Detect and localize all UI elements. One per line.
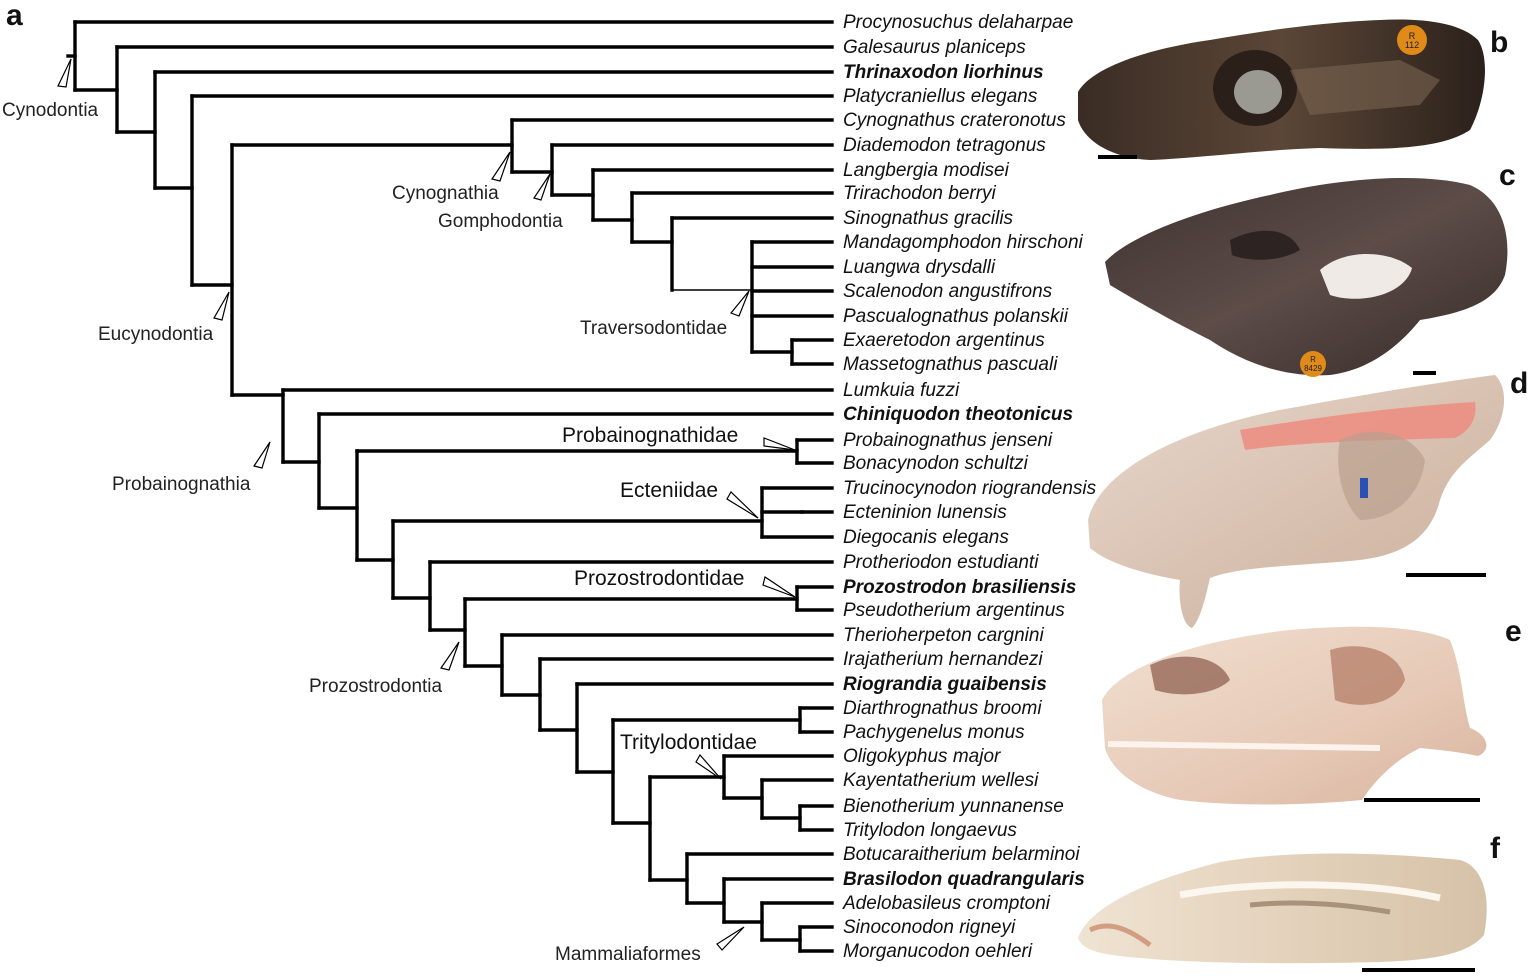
panel-letter-d: d xyxy=(1510,367,1528,400)
taxon-label: Diegocanis elegans xyxy=(843,527,1009,548)
taxon-label: Procynosuchus delaharpae xyxy=(843,12,1073,33)
arrow-prozostrodontia xyxy=(440,641,460,671)
panel-letter-e: e xyxy=(1505,615,1522,648)
arrow-ecteniidae xyxy=(726,491,759,519)
taxon-label: Protheriodon estudianti xyxy=(843,552,1039,573)
taxon-label: Diademodon tetragonus xyxy=(843,135,1046,156)
panel-letter-a: a xyxy=(6,0,23,32)
taxon-label: Irajatherium hernandezi xyxy=(843,649,1043,670)
taxon-label: Adelobasileus cromptoni xyxy=(842,893,1051,914)
taxon-label: Brasilodon quadrangularis xyxy=(843,869,1085,890)
clade-label-prozostrodontia: Prozostrodontia xyxy=(309,676,443,697)
clade-label-traversodontidae: Traversodontidae xyxy=(580,318,727,339)
taxon-label: Platycraniellus elegans xyxy=(843,86,1038,107)
taxon-label: Morganucodon oehleri xyxy=(843,941,1033,962)
taxon-label: Therioherpeton cargnini xyxy=(843,625,1044,646)
tree-branches xyxy=(66,20,834,953)
specimen-label-c: R 8429 xyxy=(1304,355,1322,373)
arrow-prozostrodontidae xyxy=(762,576,796,598)
panel-letter-b: b xyxy=(1490,26,1508,59)
taxon-label: Exaeretodon argentinus xyxy=(843,330,1045,351)
clade-label-gomphodontia: Gomphodontia xyxy=(438,211,563,232)
taxon-label: Ecteninion lunensis xyxy=(843,502,1007,523)
taxon-label: Langbergia modisei xyxy=(843,160,1010,181)
taxon-label: Pseudotherium argentinus xyxy=(843,600,1065,621)
taxon-label: Luangwa drysdalli xyxy=(843,257,996,278)
taxon-label: Botucaraitherium belarminoi xyxy=(843,844,1080,865)
node-arrows xyxy=(57,58,796,951)
taxon-label: Trucinocynodon riograndensis xyxy=(843,478,1097,499)
taxon-label: Trirachodon berryi xyxy=(843,183,997,204)
clade-label-mammaliaformes: Mammaliaformes xyxy=(555,944,701,965)
skull-photo-b: R 112 xyxy=(1078,19,1485,161)
taxon-label: Riograndia guaibensis xyxy=(843,674,1047,695)
taxon-label: Galesaurus planiceps xyxy=(843,37,1026,58)
taxon-label: Lumkuia fuzzi xyxy=(843,380,960,401)
clade-label-probainognathia: Probainognathia xyxy=(112,474,251,495)
taxon-label: Tritylodon longaevus xyxy=(843,820,1017,841)
taxon-label: Scalenodon angustifrons xyxy=(843,281,1053,302)
taxon-label: Sinoconodon rigneyi xyxy=(843,917,1016,938)
skull-photo-f xyxy=(1078,853,1487,972)
arrow-eucynodontia xyxy=(213,291,230,321)
taxon-label: Massetognathus pascuali xyxy=(843,354,1058,375)
arrow-probainognathidae xyxy=(763,437,796,451)
arrow-cynodontia xyxy=(57,58,72,88)
taxon-label: Kayentatherium wellesi xyxy=(843,770,1039,791)
taxon-label: Diarthrognathus broomi xyxy=(843,698,1042,719)
arrow-traversodontidae xyxy=(730,290,750,317)
arrow-mammaliaformes xyxy=(716,926,745,951)
clade-label-cynodontia: Cynodontia xyxy=(2,100,99,121)
taxon-label: Bonacynodon schultzi xyxy=(843,453,1029,474)
taxon-label: Thrinaxodon liorhinus xyxy=(843,62,1044,83)
clade-label-tritylodontidae: Tritylodontidae xyxy=(620,731,757,754)
taxon-label: Pascualognathus polanskii xyxy=(843,306,1069,327)
clade-label-cynognathia: Cynognathia xyxy=(392,183,499,204)
clade-label-prozostrodontidae: Prozostrodontidae xyxy=(574,567,744,590)
panel-letter-c: c xyxy=(1499,159,1516,192)
taxon-labels: Procynosuchus delaharpae Galesaurus plani… xyxy=(842,12,1097,962)
arrow-tritylodontidae xyxy=(695,753,722,780)
taxon-label: Mandagomphodon hirschoni xyxy=(843,232,1084,253)
clade-label-ecteniidae: Ecteniidae xyxy=(620,479,718,502)
taxon-label: Chiniquodon theotonicus xyxy=(843,404,1073,425)
clade-label-eucynodontia: Eucynodontia xyxy=(98,324,214,345)
arrow-probainognathia xyxy=(253,441,271,469)
taxon-label: Sinognathus gracilis xyxy=(843,208,1014,229)
specimen-label-b: R 112 xyxy=(1405,31,1419,50)
skull-photo-d xyxy=(1088,375,1505,628)
panel-letter-f: f xyxy=(1490,832,1501,865)
clade-label-probainognathidae: Probainognathidae xyxy=(562,424,738,447)
skull-photo-e xyxy=(1102,626,1487,805)
arrow-cynognathia xyxy=(491,151,511,182)
skull-photo-c: R 8429 xyxy=(1105,177,1508,377)
taxon-label: Cynognathus crateronotus xyxy=(843,110,1066,131)
taxon-label: Pachygenelus monus xyxy=(843,722,1025,743)
taxon-label: Oligokyphus major xyxy=(843,746,1001,767)
taxon-label: Bienotherium yunnanense xyxy=(843,796,1064,817)
taxon-label: Probainognathus jenseni xyxy=(843,430,1053,451)
arrow-gomphodontia xyxy=(533,173,551,201)
taxon-label: Prozostrodon brasiliensis xyxy=(843,577,1076,598)
